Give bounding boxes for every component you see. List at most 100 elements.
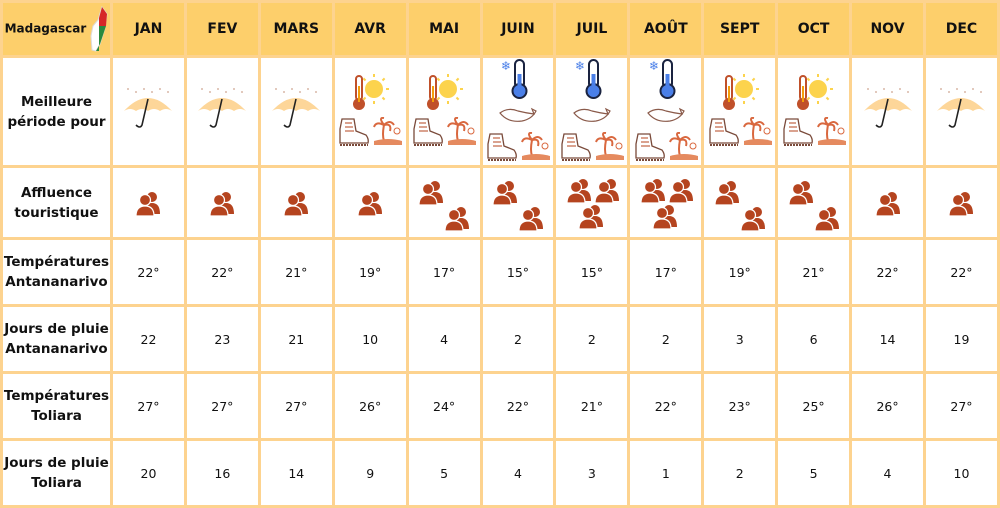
beach-palm-icon bbox=[372, 116, 404, 150]
hot-thermometer-sun-icon bbox=[794, 73, 834, 115]
cold-thermometer-icon: ❄ bbox=[501, 58, 535, 103]
row-affluence: Affluence touristique bbox=[0, 165, 1000, 240]
affluence-cell bbox=[331, 165, 409, 240]
affluence-cell bbox=[849, 165, 926, 240]
temp-toliara-value: 25° bbox=[775, 371, 853, 441]
umbrella-rain-icon bbox=[860, 85, 916, 138]
affluence-cell bbox=[405, 165, 483, 240]
temp-toliara-value: 27° bbox=[257, 371, 335, 441]
cold-thermometer-icon: ❄ bbox=[649, 58, 683, 103]
rain-tana-value: 2 bbox=[553, 304, 631, 374]
rain-tana-value: 22 bbox=[110, 304, 187, 374]
rain-tana-value: 19 bbox=[922, 304, 1000, 374]
beach-palm-icon bbox=[520, 131, 552, 165]
temp-tana-value: 15° bbox=[553, 237, 631, 307]
svg-text:❄: ❄ bbox=[649, 59, 659, 73]
affluence-cell bbox=[257, 165, 335, 240]
temp-tana-value: 15° bbox=[479, 237, 557, 307]
month-header: MAI bbox=[405, 0, 483, 58]
header-row: Madagascar JAN FEV MARS AVR MAI JUIN JUIL AOÛT S… bbox=[0, 0, 1000, 58]
temp-tana-value: 22° bbox=[922, 237, 1000, 307]
row-rain_tana: Jours de pluie Antananarivo 22 23 21 10 4 2 2 2 3… bbox=[0, 304, 1000, 374]
rain-toliara-value: 5 bbox=[775, 438, 853, 508]
best-period-cell bbox=[405, 55, 483, 168]
rain-toliara-value: 1 bbox=[627, 438, 705, 508]
month-header: FEV bbox=[183, 0, 261, 58]
row-label: Températures Antananarivo bbox=[0, 237, 113, 307]
rain-toliara-value: 14 bbox=[257, 438, 335, 508]
row-best: Meilleure période pour ❄ ❄ ❄ bbox=[0, 55, 1000, 168]
rain-toliara-value: 10 bbox=[922, 438, 1000, 508]
temp-toliara-value: 27° bbox=[922, 371, 1000, 441]
temp-tana-value: 17° bbox=[627, 237, 705, 307]
best-period-cell bbox=[701, 55, 779, 168]
temp-toliara-value: 21° bbox=[553, 371, 631, 441]
hiking-boot-icon bbox=[484, 132, 518, 165]
temp-tana-value: 22° bbox=[110, 237, 187, 307]
month-header: NOV bbox=[849, 0, 926, 58]
rain-toliara-value: 20 bbox=[110, 438, 187, 508]
rain-tana-value: 4 bbox=[405, 304, 483, 374]
hiking-boot-icon bbox=[410, 117, 444, 150]
temp-toliara-value: 27° bbox=[183, 371, 261, 441]
rain-toliara-value: 9 bbox=[331, 438, 409, 508]
temp-toliara-value: 26° bbox=[331, 371, 409, 441]
best-period-cell bbox=[110, 55, 187, 168]
rain-toliara-value: 4 bbox=[479, 438, 557, 508]
rain-tana-value: 14 bbox=[849, 304, 926, 374]
best-period-cell bbox=[775, 55, 853, 168]
hiking-boot-icon bbox=[336, 117, 370, 150]
whale-icon bbox=[572, 105, 612, 130]
temp-toliara-value: 22° bbox=[479, 371, 557, 441]
hiking-boot-icon bbox=[706, 117, 740, 150]
rain-tana-value: 6 bbox=[775, 304, 853, 374]
rain-tana-value: 21 bbox=[257, 304, 335, 374]
beach-palm-icon bbox=[446, 116, 478, 150]
month-header: MARS bbox=[257, 0, 335, 58]
best-period-cell: ❄ bbox=[479, 55, 557, 168]
month-header: JUIL bbox=[553, 0, 631, 58]
umbrella-rain-icon bbox=[194, 85, 250, 138]
svg-text:❄: ❄ bbox=[501, 59, 511, 73]
affluence-cell bbox=[553, 165, 631, 240]
hot-thermometer-sun-icon bbox=[350, 73, 390, 115]
country-cell: Madagascar bbox=[0, 0, 113, 58]
rain-toliara-value: 3 bbox=[553, 438, 631, 508]
rain-tana-value: 23 bbox=[183, 304, 261, 374]
temp-tana-value: 21° bbox=[257, 237, 335, 307]
best-period-cell bbox=[331, 55, 409, 168]
rain-toliara-value: 5 bbox=[405, 438, 483, 508]
beach-palm-icon bbox=[668, 131, 700, 165]
temp-tana-value: 22° bbox=[183, 237, 261, 307]
hiking-boot-icon bbox=[558, 132, 592, 165]
temp-tana-value: 22° bbox=[849, 237, 926, 307]
svg-text:❄: ❄ bbox=[575, 59, 585, 73]
rain-toliara-value: 16 bbox=[183, 438, 261, 508]
row-temp_toliara: Températures Toliara 27° 27° 27° 26° 24° 22° 21… bbox=[0, 371, 1000, 441]
month-header: JAN bbox=[110, 0, 187, 58]
row-label: Températures Toliara bbox=[0, 371, 113, 441]
row-rain_toliara: Jours de pluie Toliara 20 16 14 9 5 4 3 1 2 5 4 10 bbox=[0, 438, 1000, 508]
rain-tana-value: 2 bbox=[627, 304, 705, 374]
affluence-cell bbox=[922, 165, 1000, 240]
temp-tana-value: 19° bbox=[331, 237, 409, 307]
best-period-cell bbox=[849, 55, 926, 168]
affluence-cell bbox=[775, 165, 853, 240]
best-period-cell: ❄ bbox=[627, 55, 705, 168]
affluence-cell bbox=[701, 165, 779, 240]
cold-thermometer-icon: ❄ bbox=[575, 58, 609, 103]
temp-tana-value: 21° bbox=[775, 237, 853, 307]
affluence-cell bbox=[479, 165, 557, 240]
best-period-cell bbox=[257, 55, 335, 168]
temp-toliara-value: 22° bbox=[627, 371, 705, 441]
row-label: Meilleure période pour bbox=[0, 55, 113, 168]
month-header: DEC bbox=[922, 0, 1000, 58]
row-label: Affluence touristique bbox=[0, 165, 113, 240]
row-label: Jours de pluie Toliara bbox=[0, 438, 113, 508]
hot-thermometer-sun-icon bbox=[720, 73, 760, 115]
affluence-cell bbox=[110, 165, 187, 240]
temp-tana-value: 17° bbox=[405, 237, 483, 307]
best-period-cell: ❄ bbox=[553, 55, 631, 168]
row-label: Jours de pluie Antananarivo bbox=[0, 304, 113, 374]
best-period-cell bbox=[922, 55, 1000, 168]
